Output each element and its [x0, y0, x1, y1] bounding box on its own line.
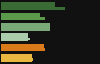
- Bar: [1, 23, 50, 31]
- Bar: [1, 13, 40, 20]
- Bar: [21, 27, 34, 30]
- Bar: [11, 38, 30, 40]
- Bar: [1, 2, 55, 10]
- Bar: [37, 48, 45, 51]
- Bar: [1, 33, 28, 41]
- Bar: [33, 17, 45, 20]
- Bar: [28, 58, 33, 61]
- Bar: [1, 54, 32, 62]
- Bar: [1, 44, 44, 51]
- Bar: [45, 7, 65, 10]
